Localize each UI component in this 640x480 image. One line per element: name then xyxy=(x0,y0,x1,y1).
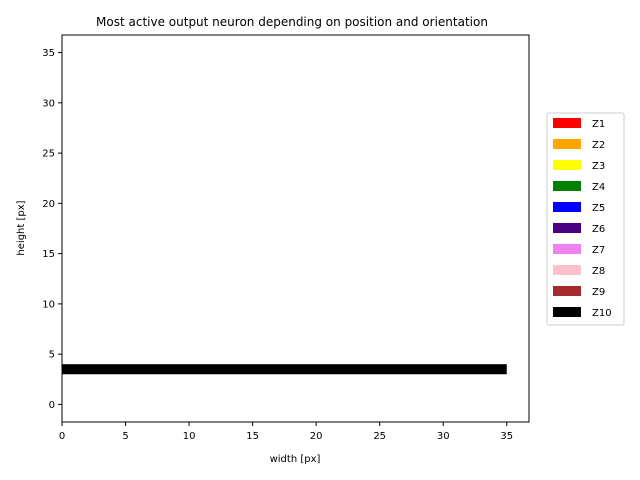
legend-swatch-z1 xyxy=(553,118,581,128)
legend-label-z8: Z8 xyxy=(592,266,605,277)
x-tick-label: 15 xyxy=(246,431,259,442)
legend-swatch-z8 xyxy=(553,265,581,275)
legend-swatch-z2 xyxy=(553,139,581,149)
x-tick-label: 5 xyxy=(122,431,128,442)
legend-swatch-z10 xyxy=(553,307,581,317)
y-tick-label: 20 xyxy=(42,199,55,210)
legend-label-z5: Z5 xyxy=(592,203,605,214)
legend-swatch-z7 xyxy=(553,244,581,254)
legend: Z1 Z2 Z3 Z4 Z5 Z6 Z7 Z8 Z9 Z10 xyxy=(546,112,625,326)
legend-label-z6: Z6 xyxy=(592,224,605,235)
legend-label-z1: Z1 xyxy=(592,119,605,130)
legend-label-z9: Z9 xyxy=(592,287,605,298)
plot-area xyxy=(62,364,507,375)
x-axis-title: width [px] xyxy=(270,454,321,465)
y-tick-label: 15 xyxy=(42,249,55,260)
legend-label-z2: Z2 xyxy=(592,140,605,151)
legend-label-z3: Z3 xyxy=(592,161,605,172)
y-tick-label: 5 xyxy=(49,350,55,361)
y-tick-label: 25 xyxy=(42,149,55,160)
data-bar-z10 xyxy=(62,364,507,375)
legend-label-z4: Z4 xyxy=(592,182,605,193)
legend-swatch-z5 xyxy=(553,202,581,212)
y-axis-title: height [px] xyxy=(16,200,27,255)
plot-frame xyxy=(61,34,530,423)
legend-swatch-z9 xyxy=(553,286,581,296)
x-tick-label: 10 xyxy=(183,431,196,442)
legend-label-z10: Z10 xyxy=(592,308,612,319)
y-tick-label: 35 xyxy=(42,48,55,59)
x-axis: 0 5 10 15 20 25 30 35 xyxy=(59,422,513,442)
x-tick-label: 25 xyxy=(373,431,386,442)
y-tick-label: 30 xyxy=(42,98,55,109)
y-tick-label: 10 xyxy=(42,299,55,310)
x-tick-label: 35 xyxy=(500,431,513,442)
legend-swatch-z6 xyxy=(553,223,581,233)
legend-swatch-z3 xyxy=(553,160,581,170)
x-tick-label: 30 xyxy=(437,431,450,442)
x-tick-label: 0 xyxy=(59,431,65,442)
legend-label-z7: Z7 xyxy=(592,245,605,256)
legend-swatch-z4 xyxy=(553,181,581,191)
y-tick-label: 0 xyxy=(49,400,55,411)
y-axis: 0 5 10 15 20 25 30 35 xyxy=(42,48,62,411)
x-tick-label: 20 xyxy=(310,431,323,442)
chart-title: Most active output neuron depending on p… xyxy=(96,15,488,29)
